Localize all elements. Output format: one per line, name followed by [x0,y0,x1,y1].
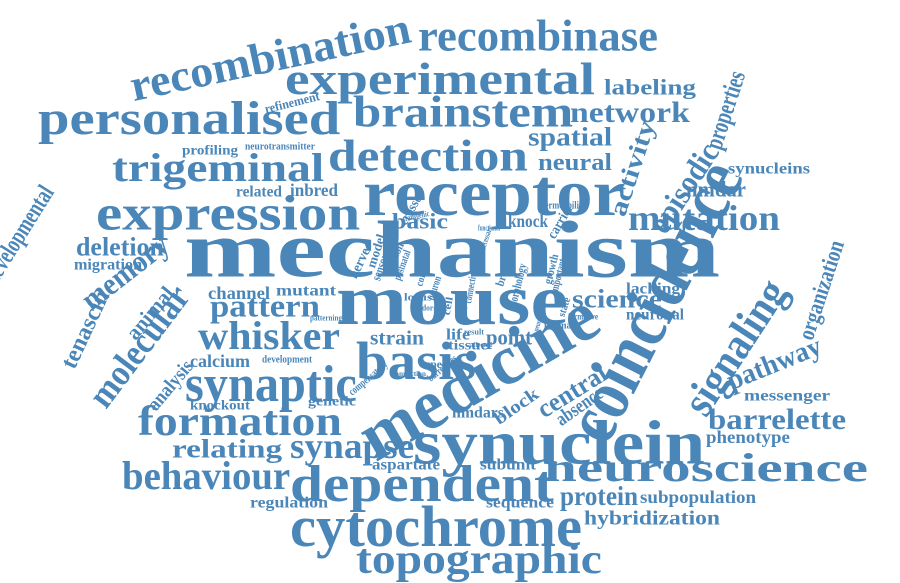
word-experimental: experimental [285,53,595,105]
word-specific: specific [426,357,462,371]
word-genetic: genetic [308,393,356,409]
word-synuclein: synuclein [413,408,706,478]
word-network: network [570,95,690,129]
word-whisker: whisker [198,313,340,358]
word-protein: protein [560,480,639,512]
word-properties: properties [698,67,751,153]
word-pattern: pattern [210,288,320,324]
word-related: related [236,182,283,200]
word-inbred: inbred [290,179,338,200]
word-developmental: developmental [0,180,60,290]
word-barrelette: barrelette [708,402,847,436]
word-recombinase: recombinase [418,11,658,61]
word-expression: expression [96,185,361,241]
word-result: result [464,327,484,337]
word-neurotransmitter: neurotransmitter [245,140,315,152]
word-mechanism: mechanism [184,205,721,294]
word-affected: affected [470,340,492,349]
word-mutation: mutation [628,197,780,238]
word-cytochrome: cytochrome [290,494,582,559]
word-knockout: knockout [190,397,251,413]
word-synapse: synapse [290,425,415,466]
word-aspartate: aspartate [372,455,440,473]
word-formative: formative [568,311,599,322]
word-connection: connection [392,369,427,378]
word-neuronal: neuronal [626,305,684,323]
word-lacking: lacking [626,279,681,297]
word-tissue: tissue [448,337,488,353]
word-profiling: profiling [182,142,239,158]
word-organization: organization [792,236,850,344]
word-knock: knock [508,210,549,231]
word-locus: locus [404,291,432,303]
word-nmdars: nmdars [452,403,504,421]
word-patterning: patterning [310,313,342,323]
word-basis: basis [356,330,477,391]
word-permeability: permeability [540,199,587,211]
word-regulation: regulation [250,493,329,511]
word-point: point [486,324,533,350]
word-strain: strain [370,326,424,349]
word-detection: detection [328,131,528,181]
word-relating: relating [172,434,283,464]
word-subunit: subunit [480,455,537,473]
word-mutant: mutant [276,281,337,299]
word-synaptic: synaptic [185,354,357,413]
word-subpopulation: subpopulation [640,486,757,507]
word-deletion: deletion [76,232,164,262]
word-dorsal: dorsal [422,303,442,313]
word-mouse: mouse [336,259,569,340]
word-phenotype: phenotype [706,426,790,447]
word-migration: migration [74,255,143,273]
word-personalised: personalised [38,91,341,145]
word-spatial: spatial [528,122,613,152]
word-synucleins: synucleins [728,159,811,177]
word-receptor: receptor [363,156,626,230]
word-labeling: labeling [604,74,696,100]
word-behaviour: behaviour [122,453,291,498]
word-life: life [446,325,471,343]
word-neuroscience: neuroscience [544,445,869,490]
word-nmdar: nmdar [686,176,746,202]
word-science: science [572,284,662,314]
word-topographic: topographic [356,535,602,583]
word-basic: basic [392,208,448,234]
word-brainstem: brainstem [353,87,574,137]
word-neural: neural [538,148,612,176]
word-hybridization: hybridization [584,506,720,529]
word-development: development [262,353,313,365]
word-calcium: calcium [190,350,251,371]
word-channel: channel [208,282,271,303]
word-formation: formation [138,397,342,445]
word-functional: functional [478,223,501,233]
word-dependent: dependent [290,454,554,513]
word-sequence: sequence [486,493,555,511]
word-normal: normal [544,319,575,331]
word-messenger: messenger [744,386,831,404]
word-trigeminal: trigeminal [112,145,325,190]
